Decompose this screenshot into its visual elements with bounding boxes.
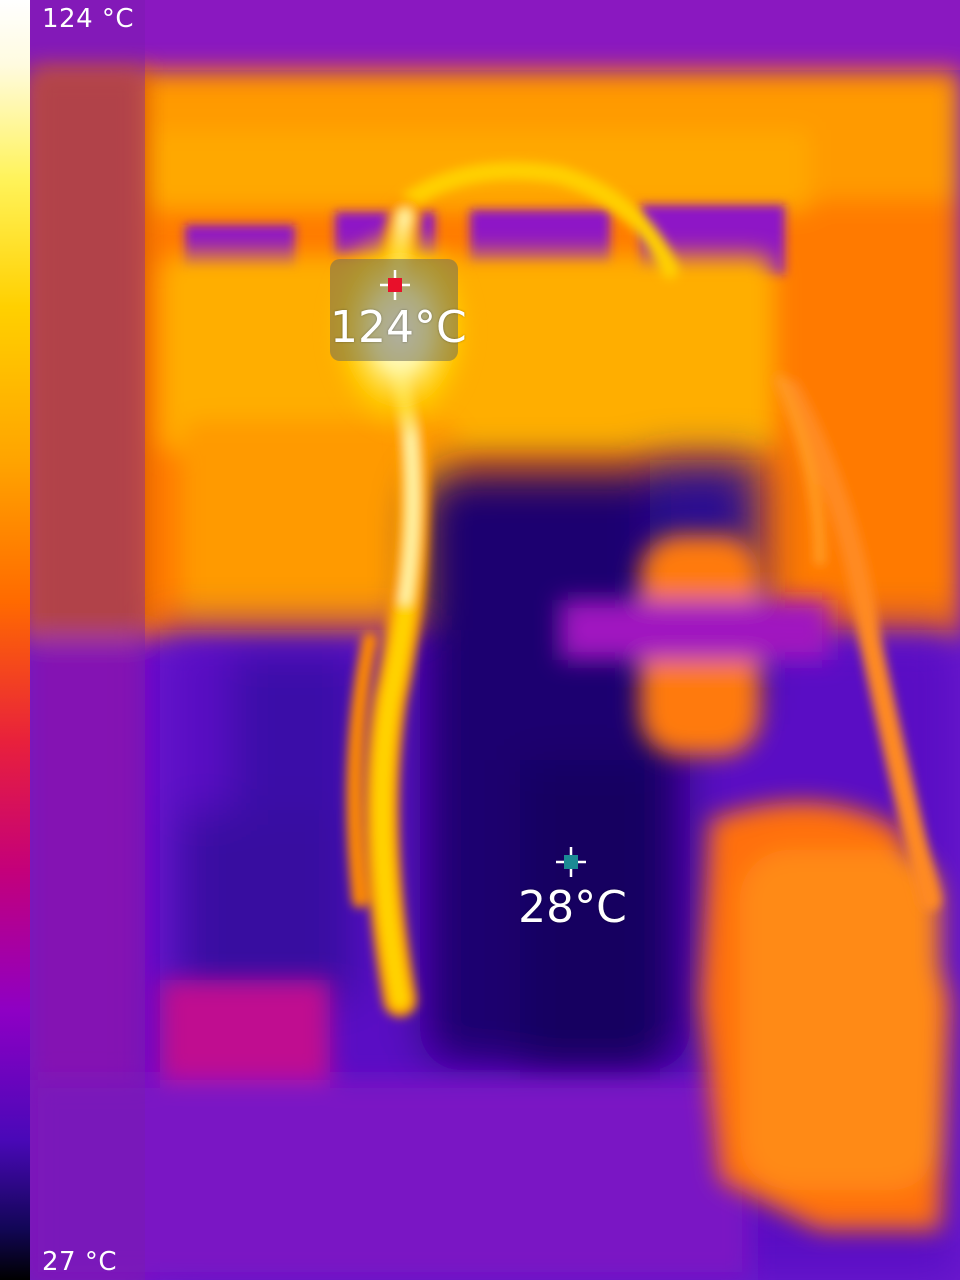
- top-edge-region: [0, 0, 960, 70]
- hot-spot-crosshair-icon: [380, 270, 410, 300]
- bottom-band-region: [30, 980, 750, 1280]
- cold-spot-crosshair-icon: [556, 847, 586, 877]
- temperature-scale-bar: [0, 0, 30, 1280]
- scale-max-label: 124 °C: [42, 4, 135, 34]
- left-column-region: [30, 70, 145, 1280]
- scale-min-label: 27 °C: [42, 1247, 118, 1277]
- right-device-region: [560, 535, 950, 1230]
- scale-label-panel: [30, 0, 145, 1280]
- cold-spot-temperature: 28°C: [518, 882, 627, 933]
- right-cable-region: [774, 374, 941, 911]
- hot-spot-temperature: 124°C: [330, 302, 467, 353]
